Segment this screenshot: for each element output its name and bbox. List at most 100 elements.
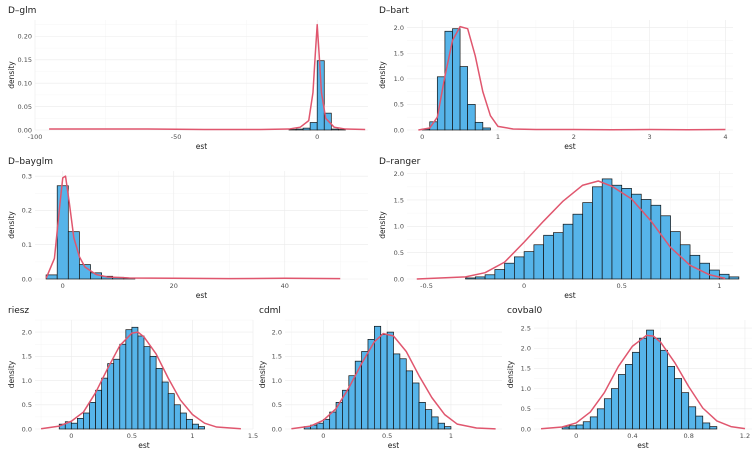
y-tick-label: 0.5: [394, 101, 404, 109]
histogram-bar: [167, 393, 175, 430]
y-tick-label: 1.0: [22, 377, 32, 385]
histogram-bar: [467, 104, 476, 131]
panel-7: covbal0 0.0 0.5 1.0 1.5 2.0 2.5 0 0.4 0.8 1.2 est de…: [506, 306, 752, 450]
histogram-bar: [709, 426, 718, 430]
histogram-bar: [437, 422, 445, 430]
histogram-bar: [302, 127, 311, 131]
y-axis-label: density: [7, 61, 16, 89]
y-tick-label: 2.0: [394, 24, 404, 32]
histogram-bar: [681, 392, 690, 430]
x-tick-label: 3: [648, 133, 652, 141]
histogram-bar: [56, 185, 69, 280]
histogram-bar: [592, 186, 603, 280]
histogram-bar: [646, 329, 654, 430]
y-tick-label: 1.5: [22, 353, 32, 361]
y-axis-label: density: [378, 61, 387, 89]
histogram-bar: [702, 422, 711, 430]
histogram-bar: [660, 349, 668, 430]
histogram-bar: [562, 223, 574, 280]
y-tick-label: 0.00: [18, 126, 32, 134]
histogram-bar: [425, 409, 433, 430]
histogram-bar: [625, 364, 633, 430]
y-tick-label: 0.05: [18, 103, 32, 111]
histogram-bar: [603, 398, 612, 430]
histogram-bar: [179, 412, 187, 430]
density-curve: [416, 180, 726, 280]
y-tick-label: 0.10: [18, 79, 32, 87]
y-tick-label: 1.5: [272, 353, 282, 361]
y-tick-label: 0.0: [22, 275, 32, 283]
y-tick-label: 0.0: [521, 425, 531, 433]
density-curve: [291, 332, 496, 430]
x-axis-label: est: [564, 291, 576, 300]
y-tick-label: 0.0: [394, 275, 404, 283]
y-tick-label: 0.0: [22, 425, 32, 433]
panel-6: cdml 0.0 0.5 1.0 1.5 2.0 0 0.5 1 est density: [258, 306, 502, 450]
x-tick-label: 0: [315, 133, 319, 141]
y-tick-label: 1.0: [272, 377, 282, 385]
y-axis-label: density: [378, 211, 387, 239]
panel-4: D–ranger 0.0 0.5 1.0 1.5 2.0 -0.5 0 0.5 1 est densi…: [378, 157, 740, 300]
x-tick-label: -100: [28, 133, 43, 141]
histogram-bar: [639, 337, 647, 430]
y-axis-label: density: [7, 211, 16, 239]
histogram-bar: [596, 408, 605, 430]
panel-title: riesz: [8, 306, 29, 316]
x-tick-label: 0.4: [627, 432, 637, 440]
histogram-bar: [465, 277, 476, 280]
histogram-bar: [79, 264, 91, 280]
y-tick-label: 0.20: [18, 33, 32, 41]
histogram-bar: [589, 416, 598, 430]
histogram-bar: [444, 426, 452, 430]
x-tick-label: 0: [420, 133, 424, 141]
histogram-bar: [611, 388, 619, 430]
x-tick-label: 40: [281, 282, 289, 290]
histogram-bar: [89, 402, 96, 430]
y-tick-label: 0.5: [22, 401, 32, 409]
histogram-bar: [186, 418, 193, 430]
histogram-bar: [674, 378, 683, 430]
histogram-bar: [107, 363, 115, 430]
histogram-bar: [632, 351, 640, 430]
histogram-bar: [494, 269, 505, 280]
histogram-bar: [348, 375, 356, 430]
density-curve: [418, 25, 726, 131]
y-tick-label: 2.0: [272, 328, 282, 336]
histogram-bar: [650, 204, 662, 280]
histogram-bar: [543, 234, 554, 280]
histogram-bar: [131, 326, 139, 430]
y-tick-label: 1.0: [521, 385, 531, 393]
histogram-bar: [101, 377, 109, 430]
x-axis-label: est: [196, 142, 208, 151]
x-tick-label: 0: [69, 432, 73, 440]
histogram-bar: [95, 389, 102, 430]
histogram-bar: [83, 412, 90, 430]
x-tick-label: 4: [723, 133, 727, 141]
y-tick-label: 0.1: [22, 241, 32, 249]
histogram-bar: [533, 244, 544, 280]
histogram-bar: [316, 422, 324, 430]
y-tick-label: 2.0: [521, 345, 531, 353]
panel-title: D–bayglm: [8, 157, 53, 167]
panel-title: cdml: [259, 306, 281, 316]
y-tick-label: 1.5: [394, 50, 404, 58]
panel-title: D–ranger: [379, 157, 421, 167]
histogram-bar: [431, 416, 439, 430]
y-tick-label: 0.5: [394, 249, 404, 257]
y-tick-label: 0.0: [394, 126, 404, 134]
density-curve: [540, 334, 746, 430]
histogram-bar: [688, 406, 697, 430]
x-tick-label: 0: [321, 432, 325, 440]
histogram-bar: [119, 343, 127, 430]
histogram-bar: [412, 382, 420, 430]
histogram-bar: [618, 374, 626, 430]
histogram-bar: [474, 276, 486, 280]
histogram-bar: [504, 262, 515, 280]
histogram-bar: [575, 424, 584, 430]
histogram-bar: [77, 417, 84, 430]
histogram-bar: [653, 337, 661, 430]
x-tick-label: 1: [496, 133, 500, 141]
x-tick-label: 2: [572, 133, 576, 141]
histogram-bar: [316, 60, 325, 131]
histogram-bar: [137, 335, 145, 430]
